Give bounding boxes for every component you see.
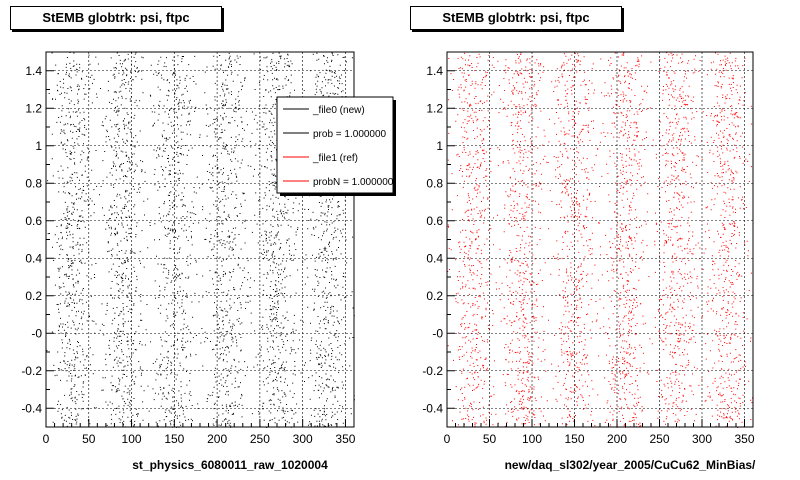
y-tick-label: 0.8 <box>426 176 443 190</box>
plot-left: 0 50 100 150 200 250 300 350 -0.4 -0.2 -0 0.2 0.4 0.6… <box>21 51 396 472</box>
x-tick-label: 150 <box>564 432 584 446</box>
y-tick-label: -0 <box>432 326 443 340</box>
x-tick-label: 0 <box>444 432 451 446</box>
x-tick-label: 100 <box>522 432 542 446</box>
legend-entry-label: probN = 1.000000 <box>313 177 394 188</box>
x-axis: 0 50 100 150 200 250 300 350 <box>43 419 356 446</box>
x-axis-label: st_physics_6080011_raw_1020004 <box>132 458 328 472</box>
y-tick-label: 0.4 <box>426 251 443 265</box>
scatter-points <box>447 52 754 428</box>
right-chart-title: StEMB globtrk: psi, ftpc <box>410 6 622 30</box>
y-tick-label: -0.4 <box>21 401 42 415</box>
x-tick-label: 200 <box>207 432 227 446</box>
legend: _file0 (new) prob = 1.000000 _file1 (ref) p… <box>276 96 396 196</box>
x-tick-label: 300 <box>692 432 712 446</box>
x-tick-label: 150 <box>164 432 184 446</box>
y-tick-label: -0.2 <box>21 364 42 378</box>
legend-entry-label: _file1 (ref) <box>312 153 358 164</box>
legend-entry-label: prob = 1.000000 <box>313 129 387 140</box>
x-tick-label: 50 <box>82 432 96 446</box>
x-tick-label: 250 <box>250 432 270 446</box>
y-tick-label: 1 <box>35 139 42 153</box>
x-tick-label: 0 <box>43 432 50 446</box>
x-tick-label: 350 <box>335 432 355 446</box>
x-tick-label: 50 <box>483 432 497 446</box>
legend-box <box>276 96 394 194</box>
y-tick-label: 0.2 <box>25 289 42 303</box>
y-tick-label: 0.8 <box>25 176 42 190</box>
y-axis: -0.4 -0.2 -0 0.2 0.4 0.6 0.8 1 1.2 1.4 <box>422 51 455 428</box>
y-tick-label: -0.2 <box>422 364 443 378</box>
y-tick-label: 0.6 <box>25 214 42 228</box>
y-axis: -0.4 -0.2 -0 0.2 0.4 0.6 0.8 1 1.2 1.4 <box>21 51 54 428</box>
y-tick-label: -0 <box>31 326 42 340</box>
x-axis: 0 50 100 150 200 250 300 350 <box>444 419 755 446</box>
y-tick-label: 1.4 <box>25 64 42 78</box>
y-tick-label: 0.2 <box>426 289 443 303</box>
y-tick-label: 0.4 <box>25 251 42 265</box>
y-tick-label: 1.2 <box>426 101 443 115</box>
y-tick-label: 1.2 <box>25 101 42 115</box>
y-tick-label: -0.4 <box>422 401 443 415</box>
x-tick-label: 350 <box>734 432 754 446</box>
y-tick-label: 0.6 <box>426 214 443 228</box>
grid <box>447 52 753 427</box>
y-tick-label: 1.4 <box>426 64 443 78</box>
left-chart-title: StEMB globtrk: psi, ftpc <box>10 6 222 30</box>
x-tick-label: 250 <box>649 432 669 446</box>
x-tick-label: 100 <box>122 432 142 446</box>
plot-right: 0 50 100 150 200 250 300 350 -0.4 -0.2 -0 0.2 0.4 0.6… <box>422 51 756 472</box>
scatter-marker-set <box>447 52 754 428</box>
y-tick-label: 1 <box>436 139 443 153</box>
x-tick-label: 200 <box>607 432 627 446</box>
x-tick-label: 300 <box>293 432 313 446</box>
legend-entry-label: _file0 (new) <box>312 105 365 116</box>
x-axis-label: new/daq_sl302/year_2005/CuCu62_MinBias/ <box>505 458 756 472</box>
